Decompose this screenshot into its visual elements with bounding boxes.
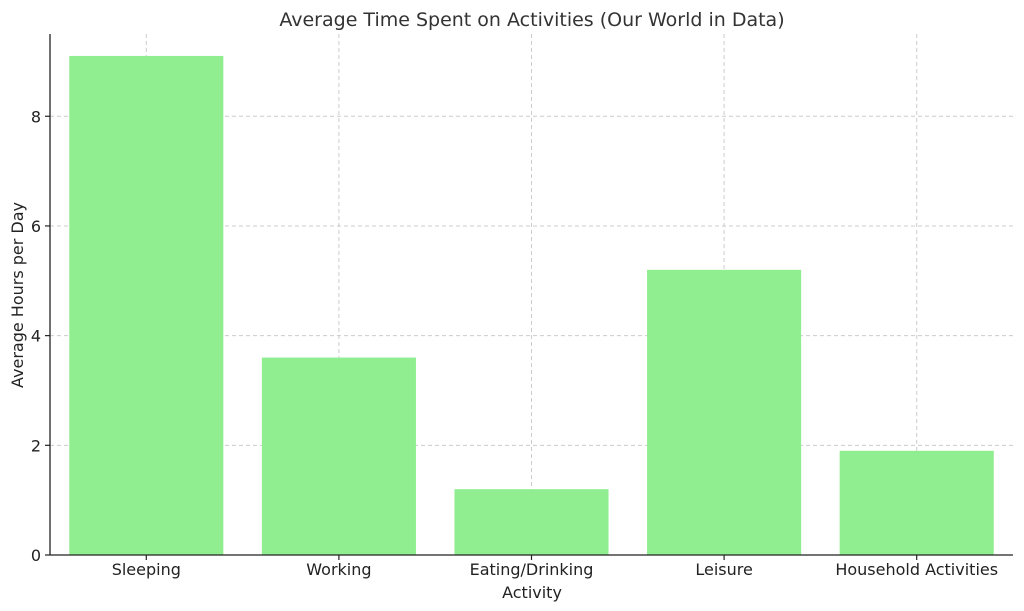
y-axis-label: Average Hours per Day [8,202,27,388]
x-axis-label: Activity [502,583,562,602]
x-tick-label-4: Household Activities [835,560,998,579]
ticks-layer: 0 2 4 6 8 Sleeping Working Eating/Drinking Leisu… [31,107,998,579]
x-tick-label-1: Working [306,560,371,579]
x-tick-label-2: Eating/Drinking [470,560,594,579]
y-tick-label-0: 0 [31,546,41,565]
y-tick-label-1: 2 [31,436,41,455]
y-tick-label-4: 8 [31,107,41,126]
x-tick-label-3: Leisure [695,560,752,579]
bars-layer [69,55,994,555]
bar-eating-drinking [454,489,609,555]
bar-household-activities [839,450,994,555]
bar-leisure [647,269,802,555]
bar-sleeping [69,55,224,555]
bar-working [261,357,416,555]
y-tick-label-3: 6 [31,217,41,236]
chart-title: Average Time Spent on Activities (Our Wo… [279,9,784,31]
y-tick-label-2: 4 [31,327,41,346]
x-tick-label-0: Sleeping [112,560,181,579]
